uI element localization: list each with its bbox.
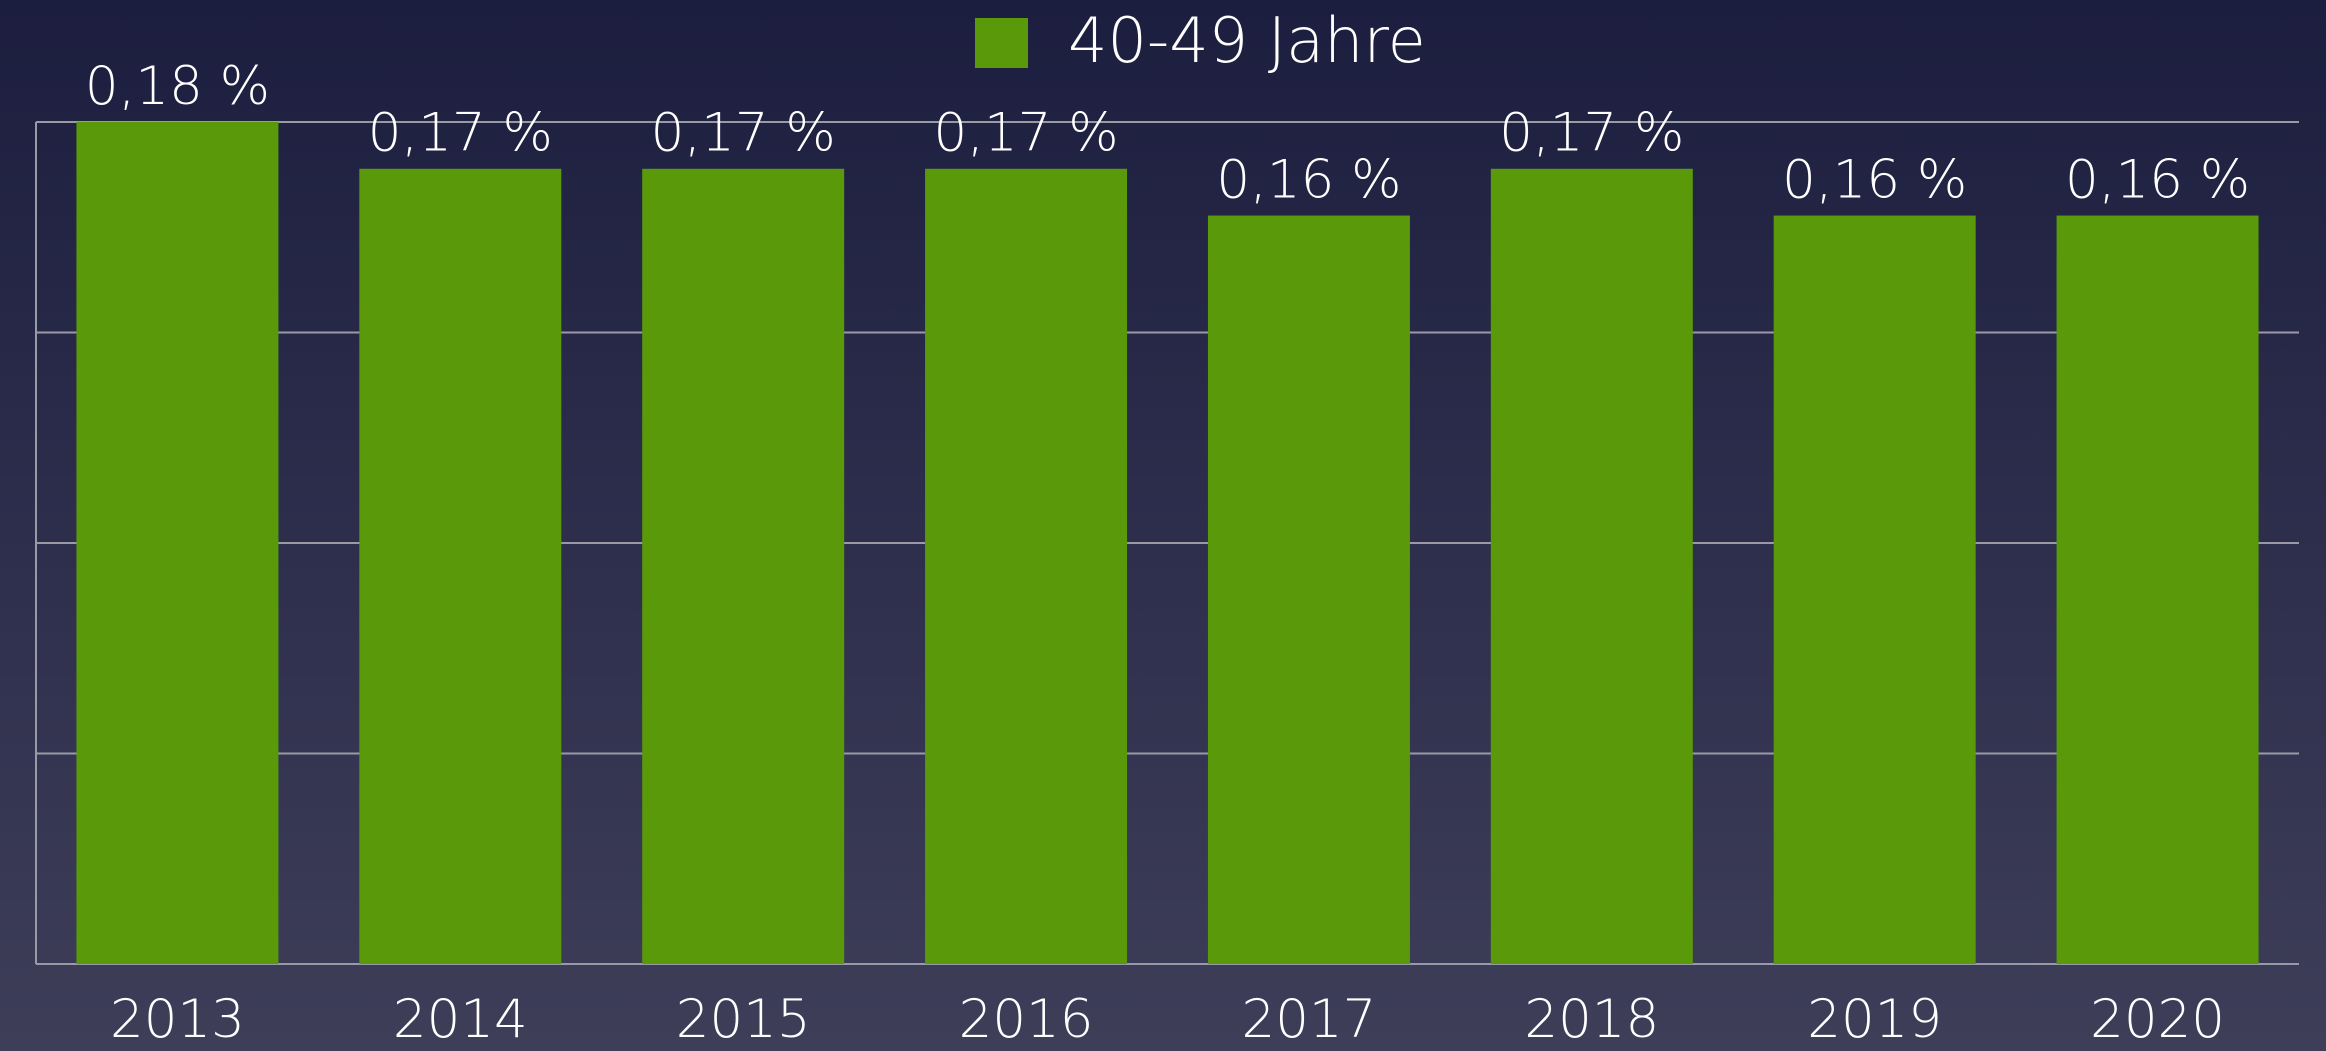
bar xyxy=(1773,215,1976,965)
value-label: 0,17 % xyxy=(1499,103,1684,164)
x-tick-label: 2018 xyxy=(1524,989,1659,1050)
legend-label: 40-49 Jahre xyxy=(1068,4,1426,77)
value-label: 0,18 % xyxy=(85,56,270,117)
bar xyxy=(1207,215,1410,965)
value-label: 0,16 % xyxy=(1216,149,1401,210)
value-label: 0,17 % xyxy=(933,103,1118,164)
x-tick-label: 2015 xyxy=(676,989,811,1050)
x-tick-label: 2020 xyxy=(2090,989,2225,1050)
value-label: 0,16 % xyxy=(2065,149,2250,210)
bar xyxy=(925,168,1128,964)
value-label: 0,17 % xyxy=(368,103,553,164)
x-tick-label: 2013 xyxy=(110,989,245,1050)
bar xyxy=(359,168,562,964)
legend-swatch xyxy=(975,18,1028,68)
x-tick-label: 2016 xyxy=(959,989,1094,1050)
value-label: 0,17 % xyxy=(651,103,836,164)
x-tick-label: 2017 xyxy=(1241,989,1376,1050)
x-tick-label: 2014 xyxy=(393,989,528,1050)
x-tick-label: 2019 xyxy=(1807,989,1942,1050)
bar xyxy=(1490,168,1693,964)
bar xyxy=(76,122,279,964)
value-label: 0,16 % xyxy=(1782,149,1967,210)
bar xyxy=(642,168,845,964)
bar xyxy=(2056,215,2259,965)
